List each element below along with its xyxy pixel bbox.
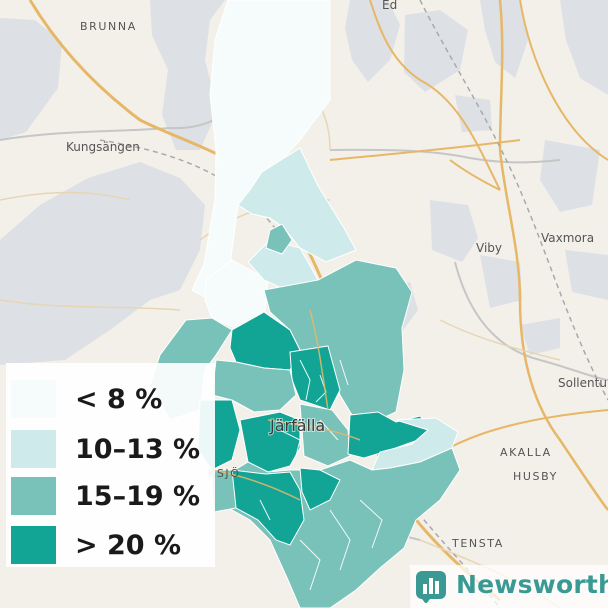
lake-east-3 [430, 200, 478, 262]
place-brunna: BRUNNA [80, 20, 137, 33]
place-jakobsberg: KSJÖ [208, 467, 241, 480]
brand-name: Newsworthy [456, 570, 608, 599]
lake-east-edge [480, 0, 528, 78]
road-north [369, 0, 501, 191]
minor-3 [439, 319, 561, 361]
legend-item-under-8: < 8 % [11, 380, 211, 418]
place-ed: Ed [382, 0, 397, 12]
place-vaxmora: Vaxmora [541, 231, 594, 245]
road-mid [329, 139, 521, 161]
legend-label: > 20 % [75, 530, 182, 561]
legend-item-10-13: 10–13 % [11, 430, 211, 468]
region-north-teal-sliver[interactable] [265, 223, 293, 255]
lake-east-7 [520, 318, 560, 355]
region-south-dark-2[interactable] [299, 467, 341, 511]
lake-east-4 [540, 140, 600, 212]
water-layer [0, 0, 608, 365]
place-kungsangen: Kungsängen [66, 140, 140, 154]
place-jarfalla: Järfälla [269, 416, 325, 435]
lake-east-9 [455, 95, 492, 132]
place-tensta: TENSTA [451, 537, 504, 550]
newsworthy-logo[interactable]: Newsworthy [410, 565, 608, 608]
lake-north-east [345, 0, 400, 82]
lake-east-6 [565, 250, 608, 300]
road-east-4 [449, 159, 501, 191]
road-east-1 [498, 0, 608, 511]
place-labels: BRUNNA Ed Kungsängen Viby Vaxmora Sollen… [66, 0, 607, 550]
lake-north-west [0, 18, 62, 140]
legend-label: 15–19 % [75, 481, 201, 512]
lake-north [150, 0, 225, 150]
place-akalla: AKALLA [500, 446, 552, 459]
legend-swatch [11, 380, 56, 418]
legend-label: < 8 % [75, 384, 163, 415]
road-east-2 [519, 0, 608, 161]
lake-north-west-2 [0, 162, 205, 365]
legend-label: 10–13 % [75, 434, 201, 465]
region-center-mid[interactable] [299, 403, 351, 467]
bar-chart-logo-icon [416, 571, 446, 603]
lake-east-5 [480, 255, 522, 308]
place-sollentuna: Sollentu [558, 376, 607, 390]
legend-swatch [11, 430, 56, 468]
region-mid-teal-2[interactable] [211, 359, 297, 413]
minor-5 [0, 191, 131, 201]
minor-1 [0, 299, 181, 311]
inner-roads [211, 309, 361, 501]
place-viby: Viby [476, 241, 502, 255]
lake-east-2 [560, 0, 608, 95]
legend-item-15-19: 15–19 % [11, 477, 211, 515]
legend: < 8 % 10–13 % 15–19 % > 20 % [6, 363, 215, 567]
legend-swatch [11, 526, 56, 564]
place-husby: HUSBY [513, 470, 558, 483]
legend-swatch [11, 477, 56, 515]
lake-west-small [8, 58, 24, 80]
lake-north-east-2 [404, 10, 468, 92]
legend-item-over-20: > 20 % [11, 526, 211, 564]
region-layer[interactable] [149, 0, 461, 608]
